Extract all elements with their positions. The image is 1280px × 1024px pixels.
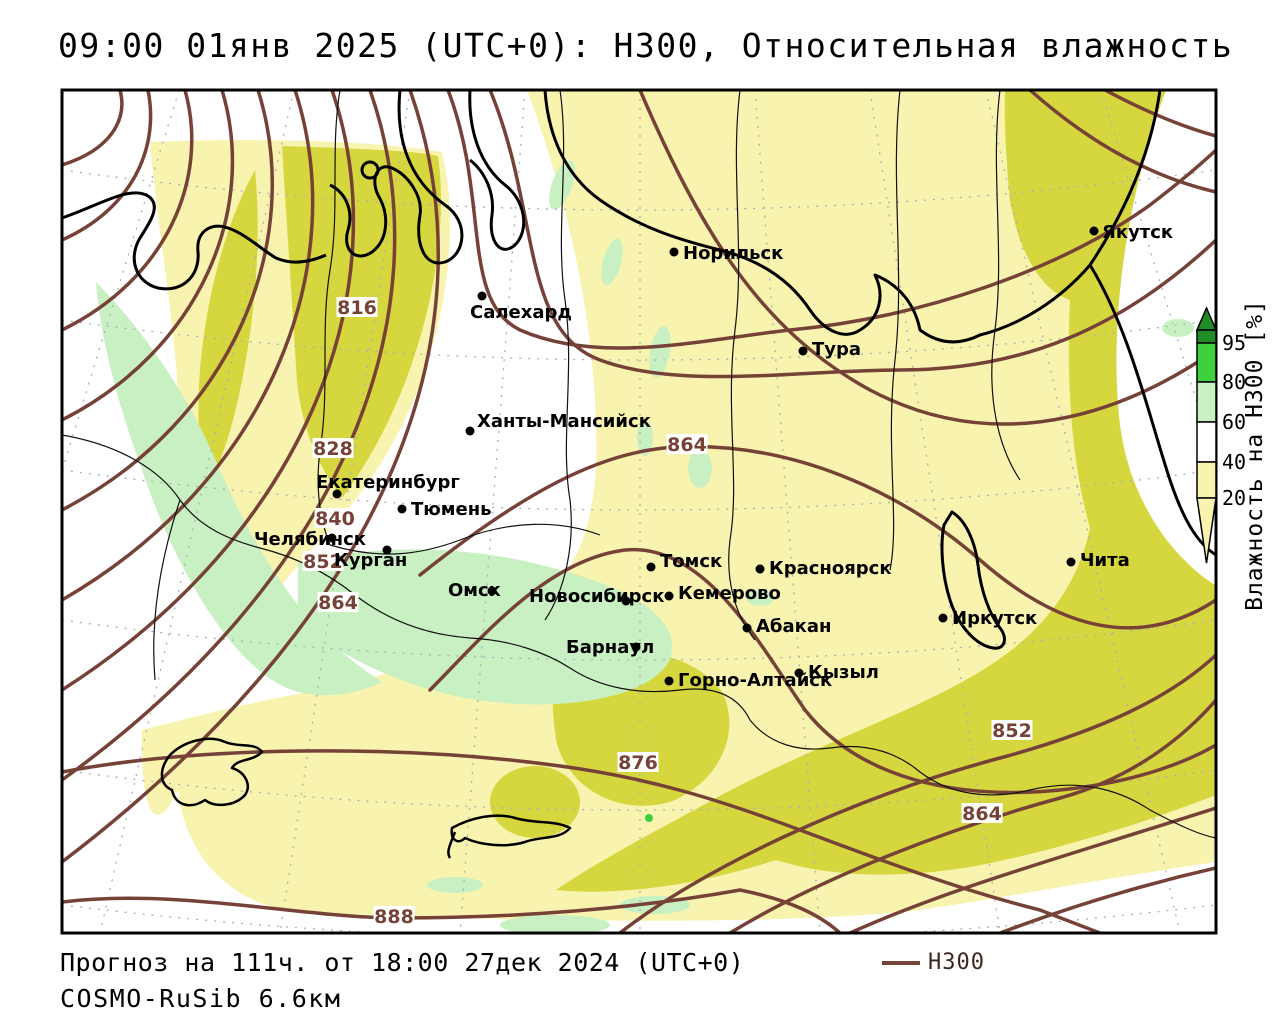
- colorbar-tick-label: 20: [1222, 486, 1246, 510]
- contour-label: 852: [992, 720, 1032, 742]
- contour-legend: H300: [882, 950, 985, 975]
- city-markers: Якутск Норильск Салехард Тура Ханты-Мансийск…: [254, 222, 1173, 691]
- city-label: Горно-Алтайск: [678, 670, 832, 691]
- forecast-caption: Прогноз на 111ч. от 18:00 27дек 2024 (UT…: [60, 948, 745, 977]
- colorbar-title: Влажность на H300 [%]: [1242, 299, 1268, 611]
- contour-label: 864: [667, 434, 707, 456]
- contour-label-box: [991, 720, 1033, 740]
- city-label: Новосибирск: [529, 586, 664, 607]
- city-dot: [794, 668, 804, 678]
- colorbar-tick-label: 80: [1222, 370, 1246, 394]
- city-label: Барнаул: [566, 637, 654, 658]
- city-label: Кемерово: [678, 583, 781, 604]
- city-dot: [646, 562, 656, 572]
- city-label: Ханты-Мансийск: [477, 411, 651, 432]
- city-dot: [664, 591, 674, 601]
- city-label: Якутск: [1102, 222, 1173, 243]
- city-dot: [631, 642, 641, 652]
- city-dot: [1089, 226, 1099, 236]
- colorbar-tick-label: 40: [1222, 450, 1246, 474]
- city-label: Челябинск: [254, 529, 366, 550]
- colorbar-seg-95plus: [1196, 329, 1217, 344]
- contour-label: 864: [962, 803, 1002, 825]
- city-dot: [397, 504, 407, 514]
- contour-label-box: [314, 508, 356, 528]
- city-label: Чита: [1080, 550, 1130, 571]
- contour-label: 840: [315, 508, 355, 530]
- contour-label: 876: [618, 752, 658, 774]
- page-title: 09:00 01янв 2025 (UTC+0): H300, Относите…: [58, 26, 1234, 65]
- city-dot: [382, 545, 392, 555]
- city-label: Иркутск: [952, 608, 1037, 629]
- humidity-colorbar: 95 80 60 40 20 Влажность на H300 [%]: [1195, 299, 1268, 611]
- city-dot: [465, 426, 475, 436]
- city-dot: [664, 676, 674, 686]
- city-label: Салехард: [470, 302, 572, 323]
- city-label: Тура: [812, 339, 861, 360]
- city-dot: [938, 613, 948, 623]
- contour-labels: 816 828 840 852 864 864 876 888 852 864: [302, 297, 1033, 928]
- city-dot: [477, 291, 487, 301]
- city-label: Тюмень: [411, 499, 492, 520]
- contour-label: 888: [374, 906, 414, 928]
- city-label: Омск: [448, 580, 501, 601]
- colorbar-arrow-bottom: [1196, 497, 1217, 564]
- city-dot: [487, 586, 497, 596]
- contour-label-box: [302, 551, 344, 571]
- colorbar-seg-40-60: [1196, 421, 1217, 463]
- contour-label-box: [961, 803, 1003, 823]
- admin-borders: [62, 90, 1216, 839]
- colorbar-seg-60-80: [1196, 381, 1217, 423]
- city-label: Красноярск: [769, 558, 892, 579]
- contour-label-box: [666, 434, 708, 454]
- colorbar-tick-label: 95: [1222, 331, 1246, 355]
- city-label: Курган: [334, 550, 407, 571]
- city-dot: [742, 623, 752, 633]
- contour-label: 828: [313, 438, 353, 460]
- contour-label-box: [336, 297, 378, 317]
- city-dot: [327, 533, 337, 543]
- city-label: Абакан: [756, 616, 831, 637]
- city-label: Кызыл: [808, 662, 879, 683]
- model-caption: COSMO-RuSib 6.6км: [60, 984, 342, 1013]
- h300-contour-lines: [62, 90, 1216, 933]
- humidity-fill-regions: [96, 90, 1216, 933]
- city-dot: [669, 247, 679, 257]
- contour-label-box: [312, 438, 354, 458]
- coastlines: [62, 90, 1216, 859]
- city-dot: [798, 346, 808, 356]
- contour-legend-line: [882, 960, 920, 965]
- contour-label: 816: [337, 297, 377, 319]
- colorbar-seg-80-95: [1196, 342, 1217, 383]
- colorbar-seg-20-40: [1196, 461, 1217, 499]
- colorbar-ticks: 95 80 60 40 20: [1222, 331, 1246, 510]
- contour-legend-label: H300: [928, 950, 985, 975]
- city-dot: [1066, 557, 1076, 567]
- city-label: Екатеринбург: [316, 472, 460, 493]
- colorbar-tick-label: 60: [1222, 410, 1246, 434]
- city-label: Норильск: [683, 243, 783, 264]
- colorbar-arrow-top: [1195, 306, 1218, 331]
- city-label: Томск: [660, 551, 722, 572]
- city-dot: [621, 596, 631, 606]
- contour-label-box: [317, 592, 359, 612]
- contour-label: 852: [303, 551, 343, 573]
- contour-label-box: [617, 752, 659, 772]
- contour-label: 864: [318, 592, 358, 614]
- city-dot: [755, 564, 765, 574]
- city-dot: [332, 489, 342, 499]
- contour-label-box: [373, 906, 415, 926]
- map-frame: [60, 88, 1218, 935]
